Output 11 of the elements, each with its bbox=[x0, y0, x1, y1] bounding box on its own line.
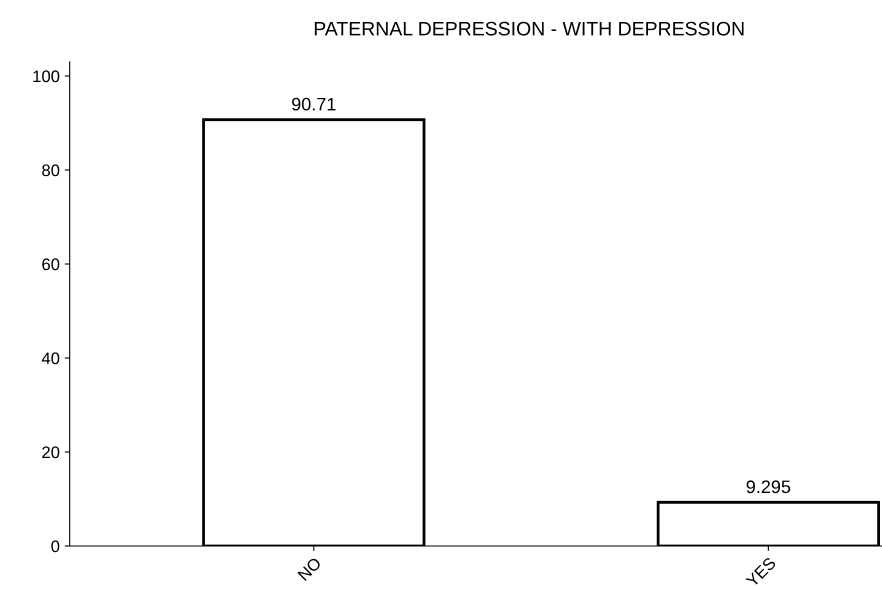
y-tick-label: 0 bbox=[51, 540, 60, 552]
y-tick-label: 60 bbox=[42, 258, 60, 270]
y-tick-label: 20 bbox=[42, 446, 60, 458]
y-tick-label: 40 bbox=[42, 352, 60, 364]
y-tick-label: 100 bbox=[33, 70, 60, 82]
data-label: 9.295 bbox=[746, 480, 790, 494]
chart-title: PATERNAL DEPRESSION - WITH DEPRESSION bbox=[314, 22, 744, 36]
x-tick-label: YES bbox=[745, 556, 776, 588]
data-label: 90.71 bbox=[292, 98, 336, 111]
y-tick-label: 80 bbox=[42, 164, 60, 176]
x-tick-label: NO bbox=[297, 556, 322, 582]
